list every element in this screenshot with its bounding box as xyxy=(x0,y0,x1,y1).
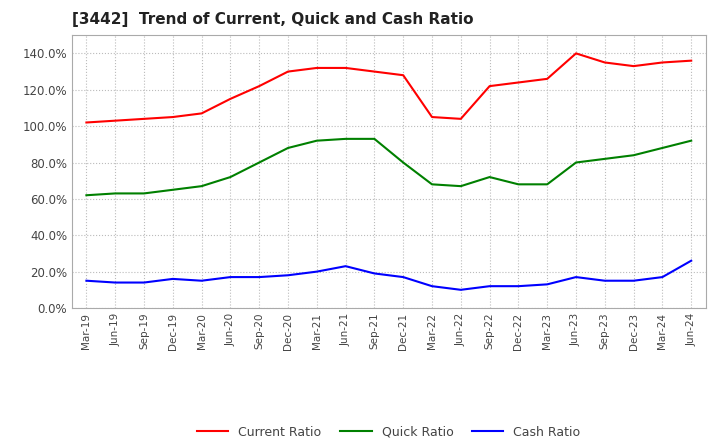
Cash Ratio xyxy=(140,280,148,285)
Current Ratio xyxy=(485,84,494,89)
Quick Ratio xyxy=(255,160,264,165)
Cash Ratio xyxy=(255,275,264,280)
Current Ratio xyxy=(572,51,580,56)
Current Ratio xyxy=(140,116,148,121)
Current Ratio xyxy=(312,65,321,70)
Line: Current Ratio: Current Ratio xyxy=(86,53,691,122)
Cash Ratio xyxy=(312,269,321,274)
Current Ratio xyxy=(399,73,408,78)
Cash Ratio xyxy=(687,258,696,264)
Quick Ratio xyxy=(284,145,292,150)
Current Ratio xyxy=(111,118,120,123)
Line: Cash Ratio: Cash Ratio xyxy=(86,261,691,290)
Current Ratio xyxy=(428,114,436,120)
Quick Ratio xyxy=(312,138,321,143)
Current Ratio xyxy=(284,69,292,74)
Quick Ratio xyxy=(658,145,667,150)
Cash Ratio xyxy=(370,271,379,276)
Quick Ratio xyxy=(399,160,408,165)
Line: Quick Ratio: Quick Ratio xyxy=(86,139,691,195)
Quick Ratio xyxy=(600,156,609,161)
Quick Ratio xyxy=(168,187,177,192)
Cash Ratio xyxy=(111,280,120,285)
Current Ratio xyxy=(600,60,609,65)
Cash Ratio xyxy=(168,276,177,282)
Cash Ratio xyxy=(341,264,350,269)
Current Ratio xyxy=(226,96,235,102)
Quick Ratio xyxy=(140,191,148,196)
Quick Ratio xyxy=(370,136,379,142)
Cash Ratio xyxy=(428,283,436,289)
Quick Ratio xyxy=(543,182,552,187)
Cash Ratio xyxy=(485,283,494,289)
Current Ratio xyxy=(543,76,552,81)
Quick Ratio xyxy=(226,174,235,180)
Current Ratio xyxy=(658,60,667,65)
Cash Ratio xyxy=(226,275,235,280)
Cash Ratio xyxy=(399,275,408,280)
Cash Ratio xyxy=(514,283,523,289)
Quick Ratio xyxy=(456,183,465,189)
Current Ratio xyxy=(370,69,379,74)
Current Ratio xyxy=(197,111,206,116)
Current Ratio xyxy=(168,114,177,120)
Current Ratio xyxy=(82,120,91,125)
Cash Ratio xyxy=(197,278,206,283)
Quick Ratio xyxy=(485,174,494,180)
Cash Ratio xyxy=(658,275,667,280)
Cash Ratio xyxy=(284,273,292,278)
Quick Ratio xyxy=(197,183,206,189)
Quick Ratio xyxy=(629,153,638,158)
Cash Ratio xyxy=(629,278,638,283)
Current Ratio xyxy=(456,116,465,121)
Cash Ratio xyxy=(543,282,552,287)
Cash Ratio xyxy=(572,275,580,280)
Current Ratio xyxy=(341,65,350,70)
Cash Ratio xyxy=(456,287,465,293)
Quick Ratio xyxy=(111,191,120,196)
Current Ratio xyxy=(629,63,638,69)
Quick Ratio xyxy=(687,138,696,143)
Quick Ratio xyxy=(572,160,580,165)
Current Ratio xyxy=(514,80,523,85)
Legend: Current Ratio, Quick Ratio, Cash Ratio: Current Ratio, Quick Ratio, Cash Ratio xyxy=(192,421,585,440)
Quick Ratio xyxy=(82,193,91,198)
Text: [3442]  Trend of Current, Quick and Cash Ratio: [3442] Trend of Current, Quick and Cash … xyxy=(72,12,474,27)
Current Ratio xyxy=(687,58,696,63)
Current Ratio xyxy=(255,84,264,89)
Cash Ratio xyxy=(82,278,91,283)
Cash Ratio xyxy=(600,278,609,283)
Quick Ratio xyxy=(341,136,350,142)
Quick Ratio xyxy=(514,182,523,187)
Quick Ratio xyxy=(428,182,436,187)
